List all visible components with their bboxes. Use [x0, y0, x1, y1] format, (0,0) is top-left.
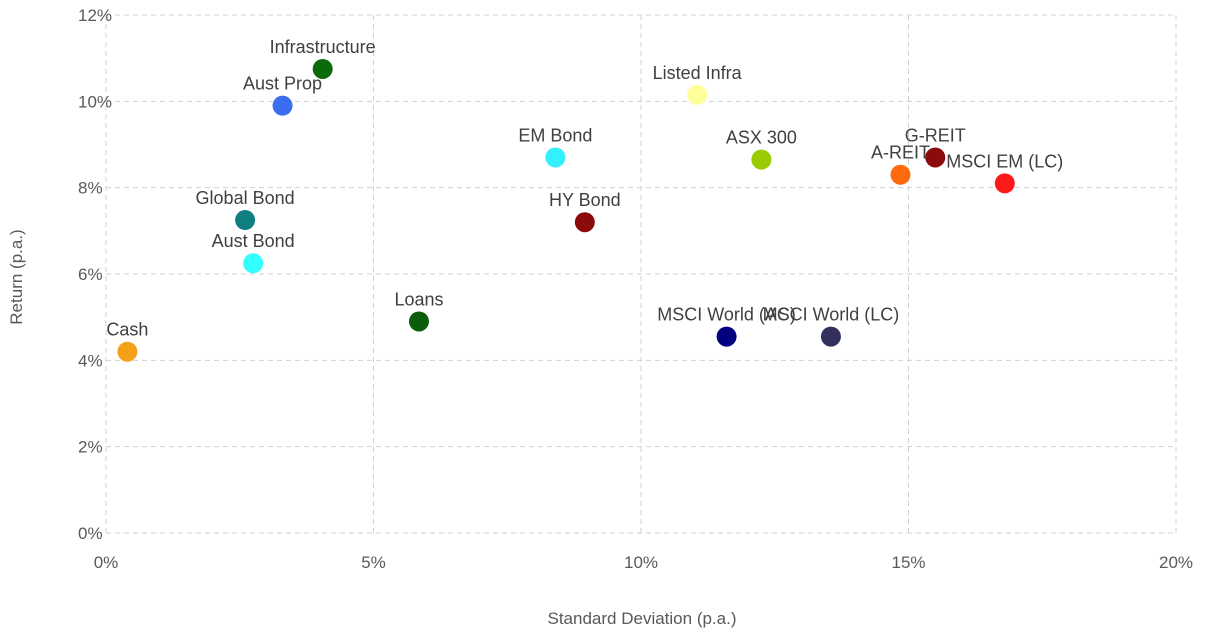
point-labels: Cash Aust Bond Global Bond Aust Prop Infrast… [106, 37, 1063, 340]
data-point [545, 147, 566, 168]
data-point-label: HY Bond [549, 190, 621, 210]
y-tick-label: 0% [78, 524, 103, 543]
y-tick-label: 10% [78, 92, 112, 111]
y-tick-label: 6% [78, 265, 103, 284]
x-tick-label: 0% [94, 553, 119, 572]
data-point [574, 212, 595, 233]
data-point-label: Listed Infra [653, 63, 743, 83]
data-point-label: MSCI EM (LC) [946, 151, 1063, 171]
y-tick-label: 8% [78, 179, 103, 198]
data-point-label: MSCI World (AC) [657, 305, 796, 325]
y-tick-label: 4% [78, 351, 103, 370]
data-point-label: Cash [106, 320, 148, 340]
data-point [890, 164, 911, 185]
data-point-label: Loans [394, 289, 443, 309]
x-tick-label: 20% [1159, 553, 1193, 572]
x-tick-label: 5% [361, 553, 386, 572]
y-tick-label: 12% [78, 6, 112, 25]
data-point [272, 95, 293, 116]
data-point [408, 311, 429, 332]
data-point [716, 326, 737, 347]
data-point-label: ASX 300 [726, 128, 797, 148]
data-point-label: Global Bond [196, 188, 295, 208]
data-point-label: A-REIT [871, 143, 930, 163]
data-point [312, 58, 333, 79]
data-point-label: EM Bond [518, 125, 592, 145]
data-points [117, 58, 1015, 362]
x-tick-label: 10% [624, 553, 658, 572]
data-point [117, 341, 138, 362]
x-tick-label: 15% [891, 553, 925, 572]
y-axis-title: Return (p.a.) [7, 229, 26, 324]
x-axis-title: Standard Deviation (p.a.) [548, 609, 737, 628]
data-point [751, 149, 772, 170]
y-tick-label: 2% [78, 438, 103, 457]
data-point-label: Aust Prop [243, 74, 322, 94]
data-point [820, 326, 841, 347]
x-axis-ticks: 0% 5% 10% 15% 20% [94, 553, 1193, 572]
y-axis-ticks: 0% 2% 4% 6% 8% 10% 12% [78, 6, 112, 543]
data-point [235, 210, 256, 231]
data-point [243, 253, 264, 274]
data-point [687, 84, 708, 105]
data-point-label: Infrastructure [270, 37, 376, 57]
data-point [994, 173, 1015, 194]
data-point-label: MSCI World (LC) [763, 305, 900, 325]
data-point [925, 147, 946, 168]
data-point-label: G-REIT [905, 125, 966, 145]
data-point-label: Aust Bond [212, 231, 295, 251]
